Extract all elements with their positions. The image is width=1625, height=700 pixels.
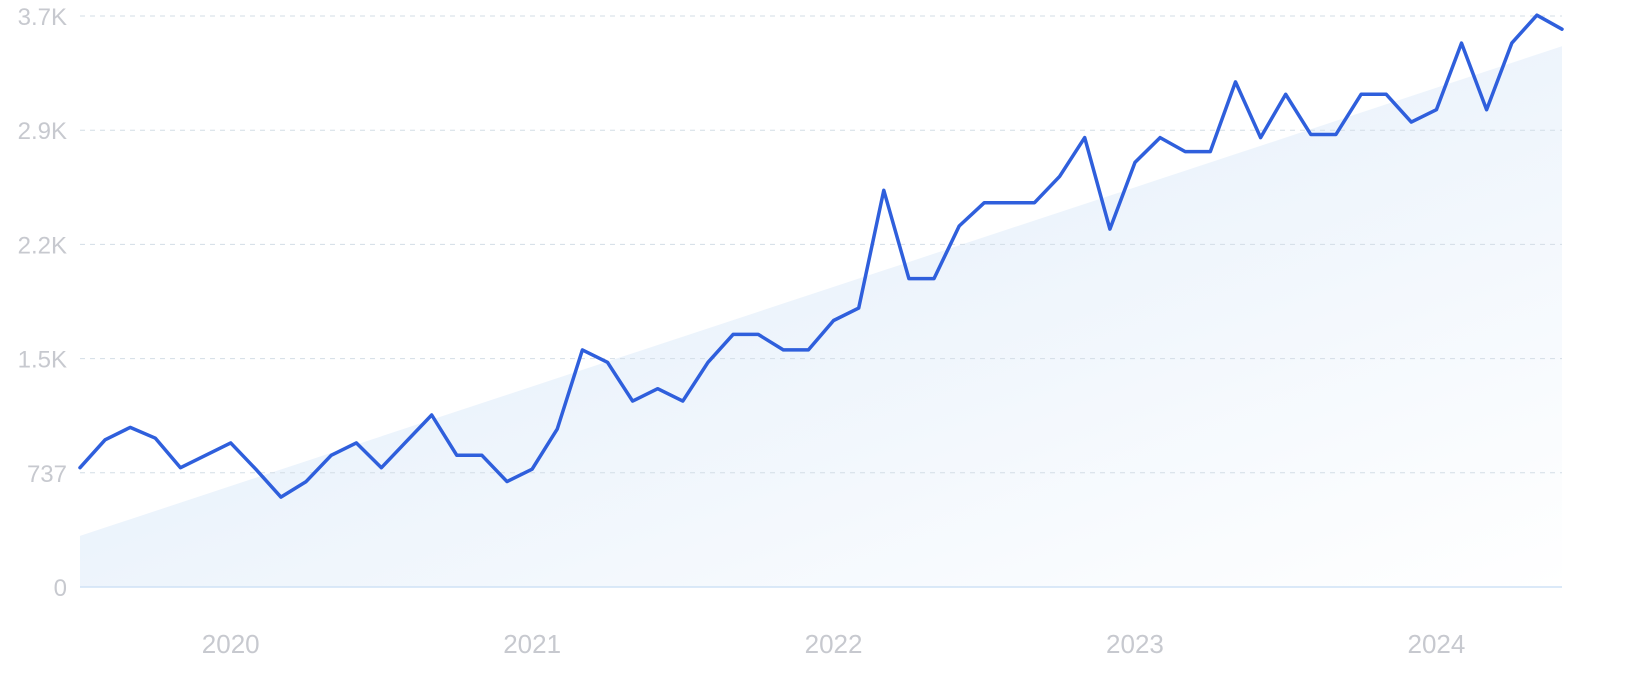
trend-area	[80, 46, 1562, 587]
y-axis: 0 737 1.5K 2.2K 2.9K 3.7K	[18, 4, 67, 602]
x-tick-label: 2024	[1407, 629, 1465, 659]
y-tick-label: 1.5K	[18, 347, 67, 374]
y-tick-label: 3.7K	[18, 4, 67, 31]
x-tick-label: 2022	[805, 629, 863, 659]
trend-area-fill	[80, 46, 1562, 587]
x-tick-label: 2020	[202, 629, 260, 659]
grid-lines	[80, 15, 1562, 588]
x-tick-label: 2023	[1106, 629, 1164, 659]
x-tick-label: 2021	[503, 629, 561, 659]
series-line	[78, 13, 1564, 499]
y-tick-label: 2.9K	[18, 118, 67, 145]
y-tick-label: 0	[54, 575, 67, 602]
x-axis: 2020 2021 2022 2023 2024	[202, 629, 1466, 659]
series-line-group	[78, 13, 1564, 499]
y-tick-label: 737	[27, 461, 67, 488]
y-tick-label: 2.2K	[18, 232, 67, 259]
